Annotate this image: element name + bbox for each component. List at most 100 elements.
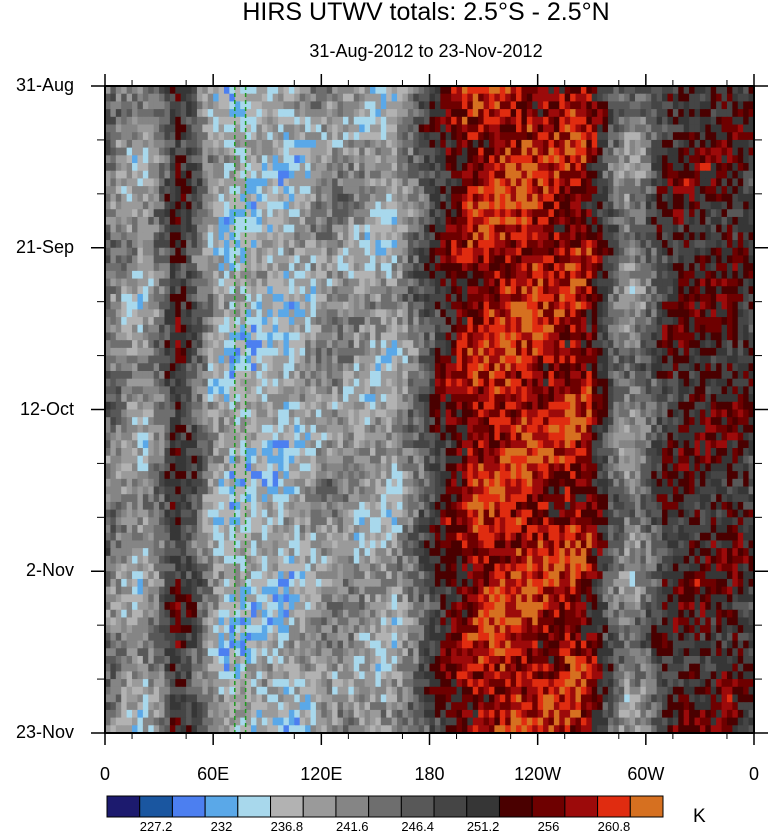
heatmap-cell [461,324,468,334]
heatmap-cell [716,240,723,249]
heatmap-cell [591,309,598,318]
heatmap-cell [440,116,447,126]
heatmap-cell [662,286,669,295]
heatmap-cell [607,263,614,272]
heatmap-cell [656,155,663,164]
heatmap-cell [326,347,333,357]
heatmap-cell [537,317,544,326]
heatmap-cell [294,355,301,364]
heatmap-cell [678,186,685,195]
heatmap-cell [586,370,593,380]
heatmap-cell [202,270,209,280]
heatmap-cell [132,317,139,326]
heatmap-cell [586,355,593,364]
heatmap-cell [234,286,241,295]
heatmap-cell [126,93,133,102]
heatmap-cell [586,124,593,133]
heatmap-cell [342,163,349,172]
heatmap-cell [310,155,317,164]
heatmap-cell [451,293,458,303]
heatmap-cell [326,363,333,372]
heatmap-cell [548,178,555,187]
heatmap-cell [164,155,171,164]
heatmap-cell [705,378,712,387]
heatmap-cell [537,209,544,218]
heatmap-cell [110,363,117,372]
heatmap-cell [716,193,723,203]
heatmap-cell [635,193,642,203]
heatmap-cell [321,124,328,133]
heatmap-cell [202,86,209,95]
heatmap-cell [748,209,755,218]
heatmap-cell [218,394,225,403]
heatmap-cell [461,332,468,341]
heatmap-cell [353,186,360,195]
heatmap-cell [370,86,377,95]
heatmap-cell [207,317,214,326]
heatmap-cell [429,224,436,233]
heatmap-cell [186,332,193,341]
heatmap-cell [294,201,301,210]
heatmap-cell [564,109,571,118]
heatmap-cell [342,370,349,380]
heatmap-cell [121,124,128,133]
heatmap-cell [559,394,566,403]
heatmap-cell [294,270,301,280]
heatmap-cell [326,86,333,95]
heatmap-cell [294,309,301,318]
heatmap-cell [380,163,387,172]
heatmap-cell [488,247,495,257]
heatmap-cell [169,355,176,364]
heatmap-cell [586,147,593,156]
heatmap-cell [364,340,371,349]
heatmap-cell [451,286,458,295]
heatmap-cell [553,155,560,164]
heatmap-cell [186,363,193,372]
heatmap-cell [716,247,723,257]
heatmap-cell [434,363,441,372]
heatmap-cell [305,224,312,233]
heatmap-cell [591,355,598,364]
heatmap-cell [245,270,252,280]
heatmap-cell [543,124,550,133]
heatmap-cell [142,347,149,357]
heatmap-cell [283,317,290,326]
heatmap-cell [359,378,366,387]
heatmap-cell [553,263,560,272]
heatmap-cell [256,386,263,395]
heatmap-cell [348,340,355,349]
heatmap-cell [635,278,642,287]
heatmap-cell [624,309,631,318]
heatmap-cell [705,147,712,156]
heatmap-cell [743,163,750,172]
heatmap-cell [629,309,636,318]
heatmap-cell [607,278,614,287]
heatmap-cell [591,178,598,187]
heatmap-cell [315,147,322,156]
heatmap-cell [478,247,485,257]
heatmap-cell [635,216,642,226]
heatmap-cell [445,324,452,334]
heatmap-cell [251,116,258,126]
heatmap-cell [694,270,701,280]
heatmap-cell [424,255,431,264]
heatmap-cell [397,193,404,203]
heatmap-cell [348,363,355,372]
heatmap-cell [618,86,625,95]
heatmap-cell [467,186,474,195]
heatmap-cell [667,278,674,287]
heatmap-cell [164,263,171,272]
heatmap-cell [516,163,523,172]
heatmap-cell [721,263,728,272]
heatmap-cell [332,401,339,411]
heatmap-cell [272,101,279,110]
heatmap-cell [186,170,193,180]
heatmap-cell [580,163,587,172]
heatmap-cell [672,301,679,310]
heatmap-cell [380,401,387,411]
heatmap-cell [305,240,312,249]
heatmap-cell [618,363,625,372]
heatmap-cell [418,309,425,318]
heatmap-cell [667,186,674,195]
heatmap-cell [591,232,598,241]
